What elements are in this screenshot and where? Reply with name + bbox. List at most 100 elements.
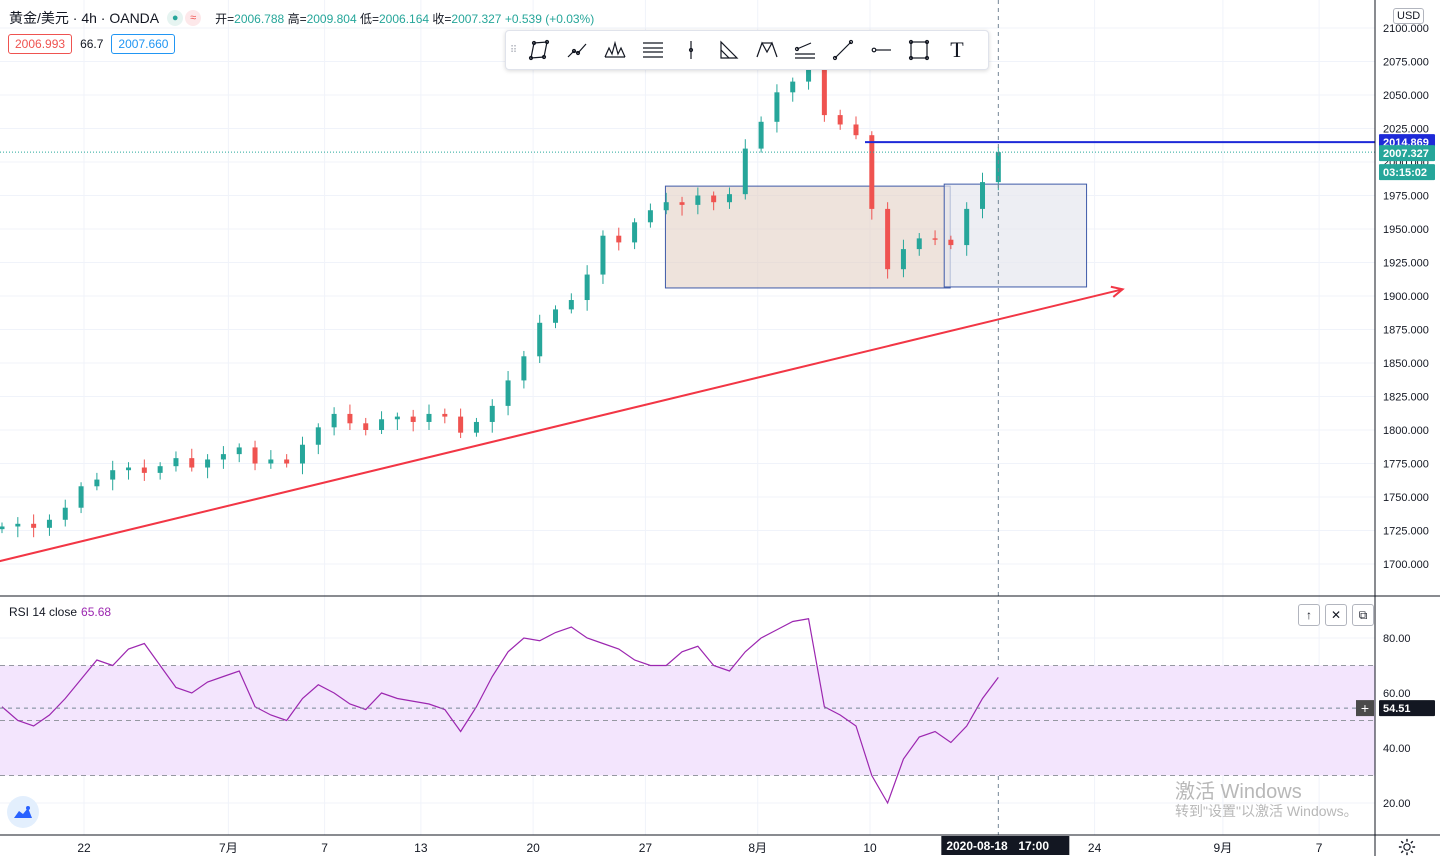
- candle: [94, 472, 100, 491]
- candle-body: [458, 416, 464, 433]
- candle-body: [916, 238, 922, 250]
- price-tick-label: 2075.000: [1383, 57, 1429, 69]
- candle-body: [726, 194, 732, 203]
- parallel-channel-icon[interactable]: [786, 31, 824, 69]
- vertical-line-icon[interactable]: [672, 31, 710, 69]
- price-tick-label: 1825.000: [1383, 392, 1429, 404]
- candle-body: [568, 300, 574, 310]
- pattern-icon[interactable]: [596, 31, 634, 69]
- status-dots: ● ≈: [167, 10, 203, 26]
- horizontal-ray-icon[interactable]: [862, 31, 900, 69]
- crosshair-add-button: [1356, 700, 1374, 717]
- close-pane-button[interactable]: ✕: [1325, 604, 1347, 626]
- candle: [15, 517, 21, 538]
- candle-body: [584, 274, 590, 301]
- price-tick-label: 1850.000: [1383, 358, 1429, 370]
- rectangle-icon[interactable]: [900, 31, 938, 69]
- bar-countdown-tag-box: [1379, 164, 1435, 181]
- trend-line-icon[interactable]: [558, 31, 596, 69]
- candle: [141, 459, 147, 481]
- text-icon[interactable]: T: [950, 37, 964, 62]
- ohlc-open-label: 开=: [215, 11, 235, 26]
- candle-body: [110, 470, 116, 480]
- triangle-icon[interactable]: [710, 31, 748, 69]
- rsi-crosshair-tag: 54.51: [1383, 703, 1411, 715]
- price-tick-label: 1775.000: [1383, 459, 1429, 471]
- candle: [205, 454, 211, 479]
- candle: [537, 314, 543, 363]
- candle: [695, 187, 701, 215]
- trade-prices: 2006.993 66.7 2007.660: [8, 34, 176, 54]
- settings-gear-icon[interactable]: [1398, 838, 1416, 856]
- candle: [521, 350, 527, 389]
- time-tick-label: 20: [526, 841, 540, 855]
- ohlc-change-value: +0.539 (+0.03%): [504, 11, 595, 26]
- crosshair-time-label: 17:00: [1018, 839, 1049, 853]
- candle: [742, 139, 748, 200]
- candle-body: [995, 152, 1001, 183]
- candle: [964, 202, 970, 256]
- candle-body: [758, 121, 764, 149]
- candle-body: [426, 413, 432, 422]
- candle-body: [268, 459, 274, 464]
- maximize-pane-button[interactable]: ⧉: [1352, 604, 1374, 626]
- ohlc-close-value: 2007.327: [451, 11, 502, 26]
- market-open-dot-icon: ●: [167, 10, 184, 26]
- candle: [236, 443, 242, 463]
- candle-body: [806, 68, 812, 82]
- fib-icon[interactable]: [634, 31, 672, 69]
- candle: [347, 404, 353, 430]
- candle: [268, 450, 274, 469]
- candle: [126, 462, 132, 480]
- ohlc-low-value: 2006.164: [379, 11, 430, 26]
- time-tick-label: 7: [1316, 841, 1323, 855]
- ohlc-close-label: 收=: [432, 11, 452, 26]
- current-price-tag: 2007.327: [1383, 148, 1429, 160]
- ohlc-high-label: 高=: [287, 11, 307, 26]
- candle: [853, 116, 859, 140]
- trendline: [0, 288, 1123, 563]
- buy-price-button[interactable]: 2007.660: [111, 34, 176, 54]
- candle-body: [964, 208, 970, 246]
- candle: [568, 293, 574, 314]
- line-icon[interactable]: [824, 31, 862, 69]
- candle: [932, 230, 938, 246]
- candle: [157, 462, 163, 480]
- candle: [505, 371, 511, 416]
- polygon-icon[interactable]: [520, 31, 558, 69]
- candle: [410, 409, 416, 432]
- candle: [758, 116, 764, 153]
- rsi-title[interactable]: RSI 14 close: [9, 605, 78, 619]
- ohlc-open-value: 2006.788: [234, 11, 285, 26]
- candle-body: [363, 423, 369, 430]
- candle-body: [885, 208, 891, 270]
- candle: [711, 191, 717, 211]
- candle-body: [220, 454, 226, 460]
- candle: [458, 408, 464, 439]
- candle-body: [537, 322, 543, 357]
- price-tick-label: 1800.000: [1383, 425, 1429, 437]
- symbol-title[interactable]: 黄金/美元 · 4h · OANDA: [9, 10, 160, 26]
- price-tick-label: 1925.000: [1383, 258, 1429, 270]
- candle-body: [252, 447, 258, 464]
- candle-body: [679, 202, 685, 205]
- drawing-overlays: [0, 0, 1375, 835]
- candle: [948, 235, 954, 250]
- candle-body: [379, 419, 385, 430]
- time-tick-label: 7: [321, 841, 328, 855]
- candle-body: [394, 416, 400, 420]
- candle-body: [15, 523, 21, 527]
- currency-label[interactable]: USD: [1393, 8, 1425, 24]
- xabcd-icon[interactable]: [748, 31, 786, 69]
- sell-price-button[interactable]: 2006.993: [8, 34, 73, 54]
- price-tick-label: 1950.000: [1383, 224, 1429, 236]
- windows-activation-subtitle: 转到"设置"以激活 Windows。: [1175, 803, 1358, 819]
- tradingview-logo-icon[interactable]: [7, 796, 39, 828]
- candle: [0, 522, 5, 534]
- move-up-button[interactable]: ↑: [1298, 604, 1320, 626]
- drag-handle-icon[interactable]: ⠿: [509, 44, 517, 56]
- rsi-value: 65.68: [81, 605, 112, 619]
- candle-body: [347, 413, 353, 424]
